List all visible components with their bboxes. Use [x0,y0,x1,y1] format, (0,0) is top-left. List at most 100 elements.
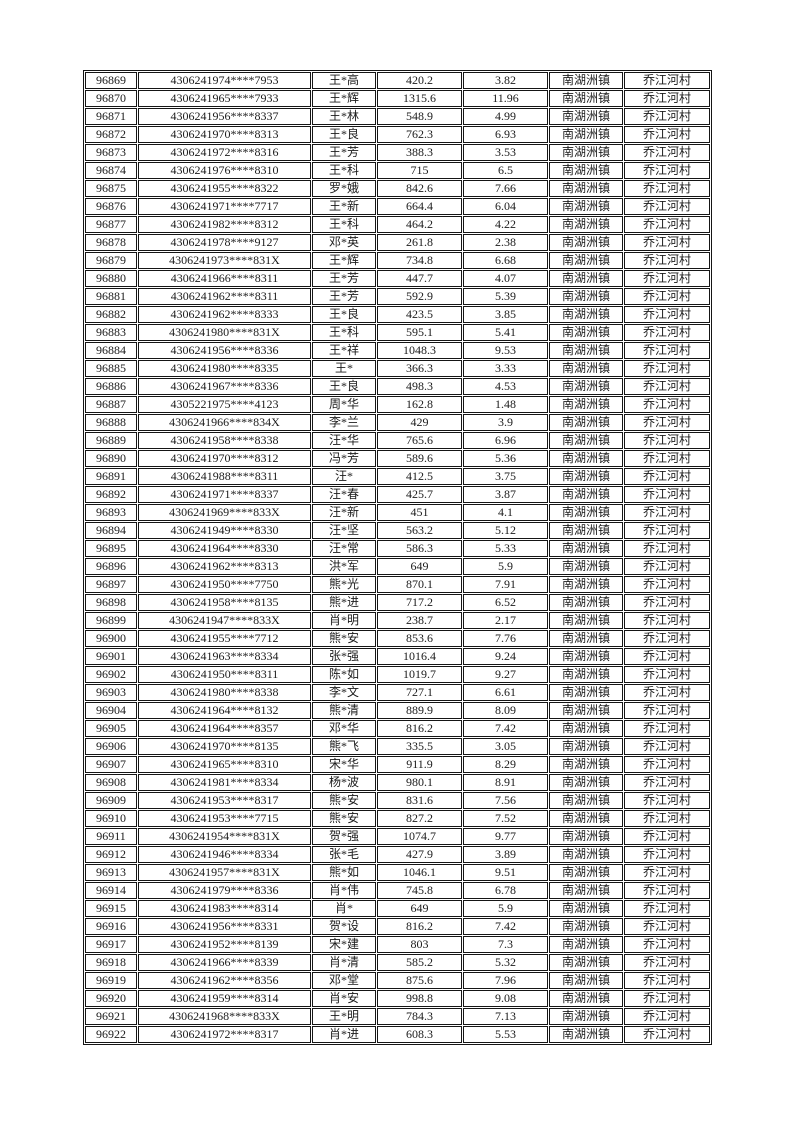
cell-seq-no: 96872 [85,126,137,143]
cell-amount: 1315.6 [377,90,462,107]
cell-town: 南湖洲镇 [549,432,623,449]
cell-village: 乔江河村 [624,486,710,503]
cell-rate: 7.56 [463,792,548,809]
cell-rate: 4.1 [463,504,548,521]
cell-town: 南湖洲镇 [549,918,623,935]
cell-town: 南湖洲镇 [549,864,623,881]
cell-town: 南湖洲镇 [549,396,623,413]
cell-seq-no: 96874 [85,162,137,179]
cell-id-masked: 4306241954****831X [138,828,311,845]
cell-village: 乔江河村 [624,396,710,413]
cell-village: 乔江河村 [624,468,710,485]
cell-amount: 335.5 [377,738,462,755]
cell-town: 南湖洲镇 [549,630,623,647]
cell-rate: 3.85 [463,306,548,323]
cell-village: 乔江河村 [624,360,710,377]
cell-amount: 717.2 [377,594,462,611]
table-row: 96921 4306241968****833X 王*明 784.3 7.13 南湖洲镇乔… [85,1008,710,1025]
cell-id-masked: 4306241972****8317 [138,1026,311,1043]
table-row: 96884 4306241956****8336 王*祥 1048.3 9.53 南湖洲镇… [85,342,710,359]
cell-seq-no: 96914 [85,882,137,899]
cell-name-masked: 王*科 [312,324,376,341]
table-row: 96873 4306241972****8316 王*芳 388.3 3.53 南湖洲镇乔… [85,144,710,161]
cell-village: 乔江河村 [624,810,710,827]
cell-town: 南湖洲镇 [549,738,623,755]
cell-town: 南湖洲镇 [549,954,623,971]
cell-id-masked: 4306241956****8331 [138,918,311,935]
cell-village: 乔江河村 [624,270,710,287]
cell-name-masked: 贺*设 [312,918,376,935]
cell-village: 乔江河村 [624,144,710,161]
cell-id-masked: 4306241950****8311 [138,666,311,683]
cell-name-masked: 肖*清 [312,954,376,971]
cell-amount: 1074.7 [377,828,462,845]
cell-seq-no: 96885 [85,360,137,377]
cell-town: 南湖洲镇 [549,216,623,233]
cell-seq-no: 96875 [85,180,137,197]
cell-amount: 586.3 [377,540,462,557]
table-row: 96910 4306241953****7715 熊*安 827.2 7.52 南湖洲镇乔… [85,810,710,827]
cell-rate: 5.36 [463,450,548,467]
cell-town: 南湖洲镇 [549,468,623,485]
cell-town: 南湖洲镇 [549,450,623,467]
cell-seq-no: 96904 [85,702,137,719]
cell-village: 乔江河村 [624,720,710,737]
cell-amount: 464.2 [377,216,462,233]
cell-seq-no: 96919 [85,972,137,989]
cell-name-masked: 陈*如 [312,666,376,683]
cell-town: 南湖洲镇 [549,90,623,107]
table-row: 96908 4306241981****8334 杨*波 980.1 8.91 南湖洲镇乔… [85,774,710,791]
cell-id-masked: 4306241963****8334 [138,648,311,665]
cell-village: 乔江河村 [624,864,710,881]
cell-id-masked: 4306241976****8310 [138,162,311,179]
cell-seq-no: 96894 [85,522,137,539]
cell-town: 南湖洲镇 [549,594,623,611]
table-row: 96883 4306241980****831X 王*科 595.1 5.41 南湖洲镇乔… [85,324,710,341]
cell-id-masked: 4306241982****8312 [138,216,311,233]
cell-id-masked: 4306241979****8336 [138,882,311,899]
cell-amount: 420.2 [377,72,462,89]
cell-name-masked: 贺*强 [312,828,376,845]
cell-village: 乔江河村 [624,612,710,629]
cell-amount: 451 [377,504,462,521]
table-row: 96890 4306241970****8312 冯*芳 589.6 5.36 南湖洲镇乔… [85,450,710,467]
cell-seq-no: 96877 [85,216,137,233]
cell-name-masked: 王*良 [312,126,376,143]
cell-name-masked: 王*芳 [312,288,376,305]
cell-town: 南湖洲镇 [549,774,623,791]
cell-name-masked: 李*文 [312,684,376,701]
cell-rate: 6.04 [463,198,548,215]
cell-id-masked: 4306241981****8334 [138,774,311,791]
cell-rate: 9.24 [463,648,548,665]
cell-name-masked: 冯*芳 [312,450,376,467]
cell-amount: 548.9 [377,108,462,125]
cell-seq-no: 96918 [85,954,137,971]
cell-id-masked: 4306241965****8310 [138,756,311,773]
cell-village: 乔江河村 [624,162,710,179]
cell-village: 乔江河村 [624,594,710,611]
cell-village: 乔江河村 [624,72,710,89]
cell-id-masked: 4306241966****834X [138,414,311,431]
cell-name-masked: 汪*春 [312,486,376,503]
cell-amount: 592.9 [377,288,462,305]
cell-id-masked: 4306241970****8312 [138,450,311,467]
cell-name-masked: 肖*明 [312,612,376,629]
cell-town: 南湖洲镇 [549,198,623,215]
cell-seq-no: 96887 [85,396,137,413]
cell-village: 乔江河村 [624,1026,710,1043]
cell-name-masked: 王*辉 [312,252,376,269]
cell-id-masked: 4306241952****8139 [138,936,311,953]
cell-name-masked: 汪* [312,468,376,485]
cell-seq-no: 96910 [85,810,137,827]
cell-village: 乔江河村 [624,90,710,107]
cell-id-masked: 4306241971****7717 [138,198,311,215]
table-row: 96877 4306241982****8312 王*科 464.2 4.22 南湖洲镇乔… [85,216,710,233]
cell-amount: 715 [377,162,462,179]
cell-rate: 7.91 [463,576,548,593]
table-row: 96915 4306241983****8314 肖* 649 5.9 南湖洲镇 乔江河村 [85,900,710,917]
table-row: 96885 4306241980****8335 王* 366.3 3.33 南湖洲镇 乔江… [85,360,710,377]
cell-name-masked: 肖*进 [312,1026,376,1043]
cell-town: 南湖洲镇 [549,504,623,521]
cell-name-masked: 汪*华 [312,432,376,449]
table-row: 96899 4306241947****833X 肖*明 238.7 2.17 南湖洲镇乔… [85,612,710,629]
